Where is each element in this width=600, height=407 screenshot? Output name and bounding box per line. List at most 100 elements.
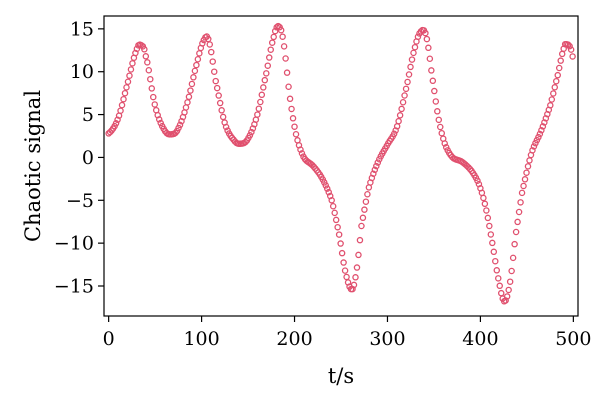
x-tick-label: 300 [369,328,405,350]
data-point [286,95,294,103]
data-point [218,107,225,114]
data-point [147,75,154,83]
data-point [438,129,445,137]
data-point [331,209,338,217]
x-tick-label: 0 [103,328,115,350]
data-point [145,66,153,74]
data-point [426,55,434,62]
data-point [350,281,358,289]
data-point [255,105,263,112]
data-point [361,206,368,213]
data-point [371,166,379,174]
data-point [129,60,136,67]
data-point [503,293,511,300]
y-tick-label: −15 [54,276,94,298]
data-point [535,133,542,141]
data-point [548,96,556,103]
data-point [207,48,215,56]
data-point [398,105,405,113]
data-point [291,123,298,130]
data-point [196,50,203,57]
data-point [505,286,512,294]
data-point [524,163,532,170]
x-tick-label: 500 [555,328,591,350]
data-point [248,128,255,136]
data-point [157,119,164,127]
data-point [554,71,561,79]
data-point [215,92,222,99]
data-point [124,78,132,85]
data-point [355,251,362,259]
data-point [277,26,285,34]
data-point [112,120,120,127]
data-point [141,46,148,53]
data-point [328,197,335,204]
data-point [515,208,523,216]
data-point [323,185,331,192]
data-point [538,127,545,134]
data-point [390,130,398,138]
y-tick-label: −5 [66,190,94,212]
data-point [117,107,124,114]
data-point [512,228,520,236]
data-point [518,189,526,197]
data-point [370,170,377,177]
data-point [343,273,350,281]
data-point [529,147,536,154]
data-point [289,115,297,122]
x-axis-ticks: 0 100 200 300 400 500 [103,316,591,350]
data-point [329,202,337,210]
data-point [506,278,514,285]
data-point [487,231,495,238]
data-point [509,254,517,262]
data-point [495,275,502,282]
data-point [332,216,340,224]
x-tick-label: 200 [276,328,312,350]
data-point [497,289,505,297]
data-point [120,95,127,103]
data-point [246,132,254,139]
data-point [254,111,261,118]
data-point [263,70,270,77]
y-tick-label: −10 [54,233,94,255]
x-axis-label: t/s [328,364,354,388]
data-point [182,104,190,111]
data-point [395,117,402,125]
data-point [144,59,151,66]
data-point [521,176,529,183]
data-point [273,24,280,31]
data-point [396,112,404,119]
data-point [118,101,126,109]
data-point [212,77,219,85]
data-point [264,62,272,69]
data-point [441,140,448,147]
data-point [405,71,413,78]
data-point [148,85,156,92]
data-point [523,169,530,176]
data-point [242,138,249,146]
data-point [356,236,364,244]
data-point [199,40,206,47]
data-point [408,56,416,63]
data-point [428,67,435,74]
data-point [508,267,515,275]
data-point [297,146,304,153]
data-point [550,90,557,97]
data-point [283,69,291,76]
data-point [567,46,575,53]
data-point [280,43,288,50]
data-point [551,84,559,91]
data-point [429,77,437,85]
data-point [401,92,408,99]
data-point [267,46,274,53]
data-point [121,89,129,97]
data-point [265,54,273,61]
data-point [191,67,199,75]
data-point [142,53,150,60]
data-point [184,99,191,106]
data-point [210,68,218,75]
data-point [151,101,158,108]
data-point [358,222,365,230]
data-point [480,194,487,202]
